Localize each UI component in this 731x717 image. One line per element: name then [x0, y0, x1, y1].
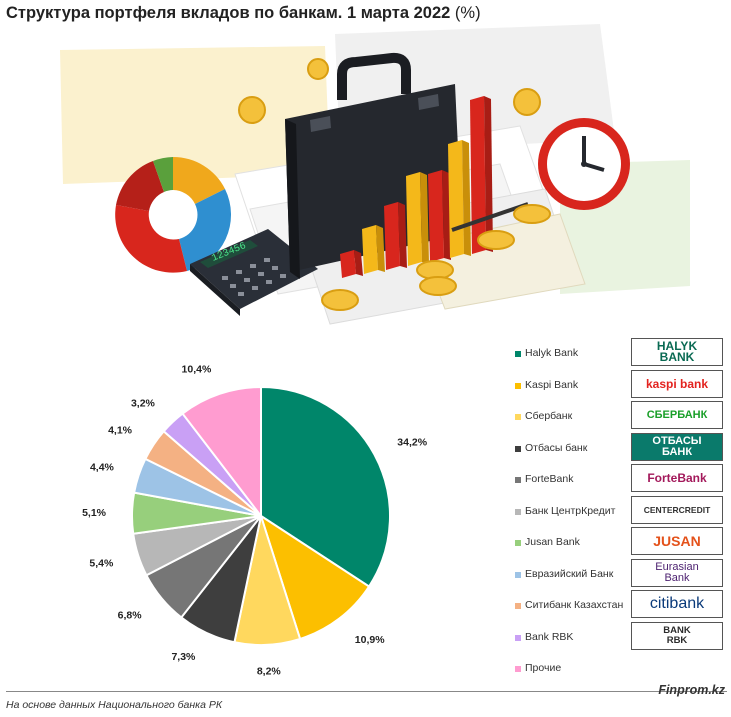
source-note: На основе данных Национального банка РК	[6, 699, 223, 711]
pie-chart: 34,2% 10,9% 8,2% 7,3% 6,8% 5,4% 5,1% 4,4% 4,1% 3,…	[82, 364, 428, 678]
finance-illustration: 123456	[60, 24, 690, 325]
legend-label: Halyk Bank	[525, 347, 579, 359]
pie-data-label-7: 5,1%	[82, 507, 107, 519]
kaspi-bank-logo: kaspi bank	[631, 369, 723, 398]
legend-label: Отбасы банк	[525, 441, 588, 454]
legend-item-otbasy-bank: Отбасы банк ОТБАСЫ БАНК	[512, 432, 727, 463]
legend-item-citibank-kazakhstan: Ситибанк Казахстан citibank	[512, 590, 727, 620]
legend-swatch	[515, 351, 521, 357]
rbk-logo-line1: BANK	[663, 624, 691, 636]
footer-divider	[6, 691, 727, 692]
legend-swatch	[515, 414, 521, 420]
centercredit-logo-text: CENTERCREDIT	[643, 504, 711, 515]
citi-logo-text: citibank	[649, 595, 705, 612]
chart-title-unit: (%)	[454, 4, 481, 22]
chart-title-text: Структура портфеля вкладов по банкам. 1 …	[6, 4, 451, 22]
legend-item-jusan-bank: Jusan Bank JUSAN	[512, 527, 727, 557]
legend-label: Евразийский Банк	[525, 567, 614, 580]
legend-swatch	[515, 382, 521, 389]
legend-swatch	[515, 571, 521, 578]
legend-label: Jusan Bank	[525, 536, 580, 548]
otbasy-logo-line1: ОТБАСЫ	[652, 434, 702, 447]
pie-data-label-5: 6,8%	[118, 609, 143, 621]
otbasy-bank-logo: ОТБАСЫ БАНК	[631, 432, 723, 461]
legend-swatch	[515, 603, 521, 609]
legend-label: ForteBank	[525, 473, 574, 485]
legend-swatch	[515, 634, 521, 641]
rbk-logo-line2: RBK	[666, 634, 688, 646]
kaspi-logo-text: kaspi bank	[645, 376, 709, 391]
pie-data-label-9: 4,1%	[108, 425, 133, 437]
pie-data-label-8: 4,4%	[90, 462, 115, 474]
legend-item-eurasian-bank: Евразийский Банк Eurasian Bank	[512, 558, 727, 589]
pie-slice-2	[259, 513, 371, 641]
chart-title: Структура портфеля вкладов по банкам. 1 …	[6, 4, 481, 23]
brand-label: Finprom.kz	[658, 683, 725, 697]
pie-slices	[131, 385, 391, 646]
sberbank-logo: СБЕРБАНК	[631, 401, 723, 429]
eurasian-logo-line2: Bank	[664, 571, 690, 584]
sber-logo-text: СБЕРБАНК	[646, 409, 708, 421]
otbasy-logo-line2: БАНК	[661, 445, 693, 458]
pie-data-label-3: 8,2%	[257, 665, 282, 677]
eurasian-bank-logo: Eurasian Bank	[631, 558, 723, 587]
legend-item-other: Прочие	[512, 653, 727, 683]
forte-logo-text: ForteBank	[647, 471, 707, 485]
legend-label: Сбербанк	[525, 410, 573, 422]
bar-graphic	[340, 96, 493, 278]
donut-graphic	[115, 156, 232, 273]
pie-data-labels: 34,2% 10,9% 8,2% 7,3% 6,8% 5,4% 5,1% 4,4% 4,1% 3,…	[82, 364, 428, 678]
pie-data-label-6: 5,4%	[89, 558, 114, 570]
legend-swatch	[515, 540, 521, 546]
legend-swatch	[515, 477, 521, 483]
legend-label: Ситибанк Казахстан	[525, 599, 624, 611]
jusan-logo-text: JUSAN	[653, 533, 701, 549]
eurasian-logo-line1: Eurasian	[655, 560, 699, 573]
halyk-logo-line2: BANK	[659, 350, 695, 364]
legend-swatch	[515, 445, 521, 452]
legend-item-bank-rbk: Bank RBK BANK RBK	[512, 621, 727, 652]
legend-label: Прочие	[525, 662, 562, 674]
legend-swatch	[515, 508, 521, 515]
pie-slice-11	[181, 385, 262, 519]
fortebank-logo: ForteBank	[631, 464, 723, 492]
legend-item-fortebank: ForteBank ForteBank	[512, 464, 727, 494]
legend-label: Банк ЦентрКредит	[525, 504, 616, 517]
calculator: 123456	[190, 229, 318, 316]
bank-rbk-logo: BANK RBK	[631, 621, 723, 650]
coins	[238, 58, 551, 311]
legend-item-halyk-bank: Halyk Bank HALYK BANK	[512, 338, 727, 368]
pie-data-label-10: 3,2%	[131, 398, 156, 410]
pen	[451, 202, 529, 232]
halyk-logo-line1: HALYK	[656, 339, 698, 353]
pie-data-label-2: 10,9%	[355, 634, 385, 646]
clock	[538, 118, 630, 210]
legend-item-bank-centercredit: Банк ЦентрКредит CENTERCREDIT	[512, 495, 727, 526]
citibank-logo: citibank	[631, 590, 723, 618]
legend-item-kaspi-bank: Kaspi Bank kaspi bank	[512, 369, 727, 400]
centercredit-logo: CENTERCREDIT	[631, 495, 723, 524]
halyk-bank-logo: HALYK BANK	[631, 338, 723, 366]
legend-label: Bank RBK	[525, 630, 574, 643]
pie-data-label-4: 7,3%	[171, 651, 196, 663]
pie-data-label-1: 34,2%	[397, 437, 427, 449]
legend-swatch	[515, 666, 521, 672]
jusan-bank-logo: JUSAN	[631, 527, 723, 555]
legend-label: Kaspi Bank	[525, 378, 579, 391]
pie-data-label-11: 10,4%	[182, 364, 212, 376]
legend-item-sberbank: Сбербанк СБЕРБАНК	[512, 401, 727, 431]
illustration-bg-yellow	[60, 46, 330, 184]
